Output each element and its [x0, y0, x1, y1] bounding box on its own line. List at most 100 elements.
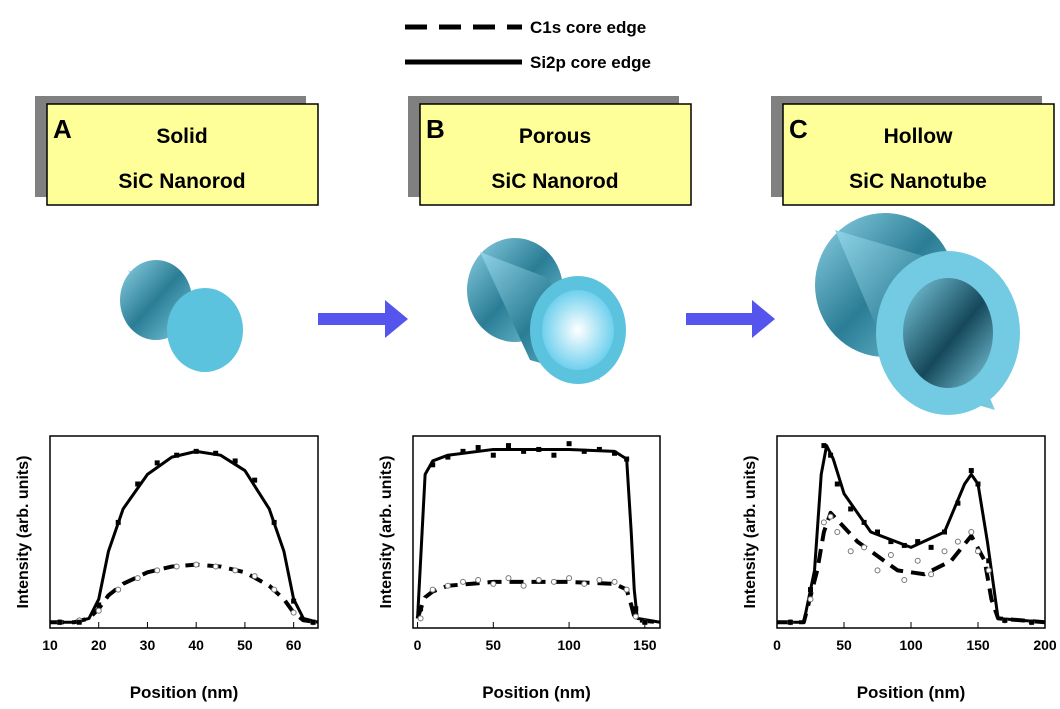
data-point	[976, 482, 981, 487]
data-point	[808, 587, 813, 592]
data-point	[461, 579, 466, 584]
data-point	[835, 530, 840, 535]
x-axis-label: Position (nm)	[130, 683, 239, 702]
data-point	[536, 447, 541, 452]
data-point	[506, 443, 511, 448]
data-point	[57, 620, 62, 625]
data-point	[862, 520, 867, 525]
data-point	[612, 451, 617, 456]
data-point	[633, 614, 638, 619]
data-point	[597, 447, 602, 452]
panel-label: B	[426, 114, 445, 144]
x-axis-label: Position (nm)	[857, 683, 966, 702]
data-point	[624, 457, 629, 462]
fit-line	[418, 449, 660, 622]
data-point	[252, 574, 257, 579]
data-point	[536, 578, 541, 583]
data-point	[476, 578, 481, 583]
data-point	[969, 530, 974, 535]
data-point	[116, 520, 121, 525]
data-point	[551, 579, 556, 584]
panel-title: Hollow	[884, 125, 953, 148]
data-point	[418, 616, 423, 621]
porous-rod	[467, 238, 626, 384]
x-axis-label: Position (nm)	[482, 683, 591, 702]
data-point	[582, 449, 587, 454]
fit-line	[418, 582, 660, 622]
data-point	[174, 564, 179, 569]
data-point	[612, 579, 617, 584]
data-point	[788, 620, 793, 625]
data-point	[476, 445, 481, 450]
data-point	[567, 576, 572, 581]
data-point	[521, 449, 526, 454]
data-point	[828, 453, 833, 458]
data-point	[942, 530, 947, 535]
data-point	[430, 462, 435, 467]
data-point	[929, 572, 934, 577]
data-point	[835, 482, 840, 487]
panel-title: SiC Nanotube	[849, 170, 987, 193]
data-point	[888, 553, 893, 558]
data-point	[969, 468, 974, 473]
data-point	[445, 583, 450, 588]
arrow	[318, 300, 408, 338]
x-tick-label: 50	[486, 637, 502, 653]
data-point	[821, 520, 826, 525]
x-tick-label: 10	[42, 637, 58, 653]
data-point	[506, 576, 511, 581]
panel-label: A	[53, 114, 72, 144]
data-point	[642, 620, 647, 625]
panel-label: C	[789, 114, 808, 144]
data-point	[848, 549, 853, 554]
data-point	[213, 451, 218, 456]
data-point	[942, 549, 947, 554]
x-tick-label: 100	[899, 637, 923, 653]
data-point	[902, 578, 907, 583]
x-tick-label: 0	[414, 637, 422, 653]
y-axis-label: Intensity (arb. units)	[742, 456, 759, 609]
data-point	[233, 458, 238, 463]
plot-frame	[413, 436, 660, 628]
data-point	[915, 539, 920, 544]
data-point	[116, 587, 121, 592]
data-point	[155, 568, 160, 573]
data-point	[77, 620, 82, 625]
data-point	[311, 620, 316, 625]
data-point	[582, 581, 587, 586]
data-point	[96, 602, 101, 607]
data-point	[862, 545, 867, 550]
data-point	[567, 441, 572, 446]
data-point	[888, 539, 893, 544]
fit-line	[777, 446, 1045, 623]
data-point	[551, 453, 556, 458]
y-axis-label: Intensity (arb. units)	[15, 456, 32, 609]
data-point	[418, 606, 423, 611]
legend-label: Si2p core edge	[530, 53, 651, 72]
data-point	[252, 478, 257, 483]
data-point	[135, 482, 140, 487]
chart: CHollowSiC Nanotube050100150200Position …	[742, 96, 1057, 702]
figure: C1s core edge Si2p core edge ASolidSiC N…	[0, 0, 1060, 704]
data-point	[445, 455, 450, 460]
x-tick-label: 100	[557, 637, 581, 653]
data-point	[848, 506, 853, 511]
data-point	[633, 606, 638, 611]
data-point	[291, 610, 296, 615]
data-point	[291, 599, 296, 604]
x-tick-label: 150	[966, 637, 990, 653]
data-point	[96, 608, 101, 613]
data-point	[491, 581, 496, 586]
legend: C1s core edge Si2p core edge	[405, 18, 651, 72]
y-axis-label: Intensity (arb. units)	[378, 456, 395, 609]
data-point	[624, 587, 629, 592]
data-point	[213, 564, 218, 569]
data-point	[955, 539, 960, 544]
data-point	[915, 558, 920, 563]
data-point	[233, 568, 238, 573]
x-tick-label: 30	[140, 637, 156, 653]
data-point	[491, 453, 496, 458]
x-tick-label: 50	[237, 637, 253, 653]
x-tick-label: 20	[91, 637, 107, 653]
